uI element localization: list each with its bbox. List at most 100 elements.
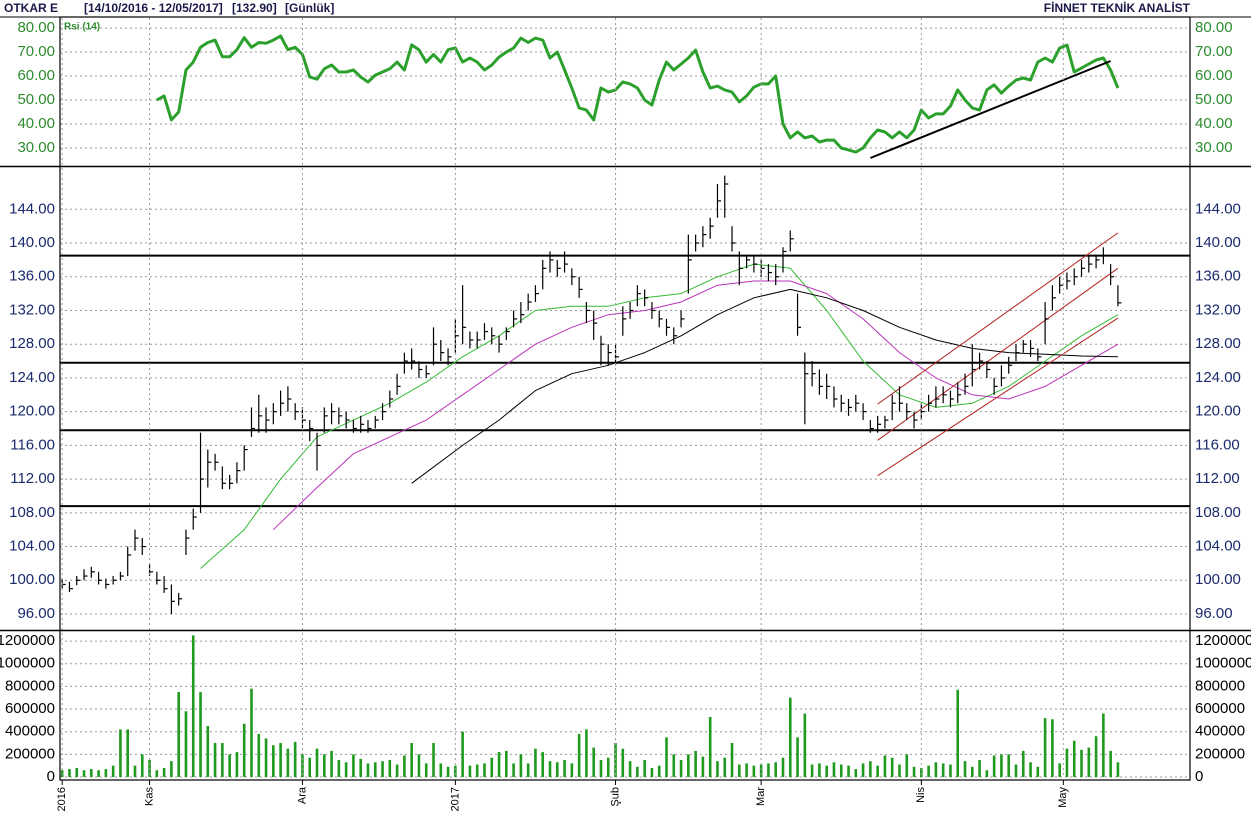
volume-bar xyxy=(839,764,843,777)
y-tick-label: 128.00 xyxy=(1195,335,1241,352)
volume-bar xyxy=(359,758,363,777)
volume-bar xyxy=(133,765,137,777)
y-tick-label: 104.00 xyxy=(9,538,55,555)
moving-average xyxy=(272,280,1119,531)
volume-bar xyxy=(468,765,472,777)
volume-bar xyxy=(213,743,217,777)
volume-bar xyxy=(97,770,100,777)
volume-bar xyxy=(403,755,406,777)
y-tick-label: 40.00 xyxy=(1195,115,1233,132)
symbol: OTKAR E xyxy=(4,1,58,15)
y-tick-label: 800000 xyxy=(5,677,55,694)
volume-bar xyxy=(337,760,341,777)
volume-bar xyxy=(898,764,901,777)
volume-bar xyxy=(206,726,210,777)
volume-bar xyxy=(242,723,246,777)
volume-bar xyxy=(432,743,435,777)
volume-bar xyxy=(949,764,952,777)
y-tick-label: 40.00 xyxy=(17,115,55,132)
volume-bar xyxy=(155,770,159,777)
volume-bar xyxy=(774,762,778,777)
volume-bar xyxy=(643,760,646,777)
y-tick-label: 116.00 xyxy=(1195,436,1240,453)
volume-bar xyxy=(650,767,654,777)
volume-bar xyxy=(665,737,668,777)
volume-bar xyxy=(162,767,166,777)
volume-bar xyxy=(1080,749,1083,777)
volume-bar xyxy=(1087,747,1091,777)
volume-bar xyxy=(1029,762,1032,777)
y-tick-label: 132.00 xyxy=(9,301,55,318)
y-tick-label: 140.00 xyxy=(1195,234,1241,251)
x-tick-label: 2016 xyxy=(56,787,68,811)
volume-bar xyxy=(694,750,697,777)
volume-bar xyxy=(490,757,494,777)
rsi-line xyxy=(156,34,1120,154)
volume-bar xyxy=(810,764,814,777)
y-tick-label: 0 xyxy=(47,768,55,785)
y-tick-label: 30.00 xyxy=(1195,139,1233,156)
volume-bar xyxy=(1000,754,1003,777)
volume-bar xyxy=(577,733,581,777)
volume-bar xyxy=(876,765,879,777)
volume-bar xyxy=(1014,764,1018,777)
volume-bar xyxy=(934,762,938,777)
volume-bar xyxy=(439,763,443,777)
y-tick-label: 600000 xyxy=(5,700,55,717)
volume-bar xyxy=(1058,763,1061,777)
volume-bar xyxy=(723,757,727,777)
x-tick-label: May xyxy=(1057,787,1069,808)
volume-bar xyxy=(963,761,967,777)
volume-bar xyxy=(971,766,974,777)
volume-bar xyxy=(395,764,399,777)
volume-bar xyxy=(978,760,981,777)
volume-bar xyxy=(672,754,676,777)
y-tick-label: 112.00 xyxy=(10,470,55,487)
plot-layers: 30.00 30.00 40.00 40.00 50.00 50.00 60.00 60.00… xyxy=(0,18,1251,811)
volume-bar xyxy=(606,757,610,777)
volume-bar xyxy=(475,764,479,777)
volume-bar xyxy=(883,755,887,777)
y-tick-label: 96.00 xyxy=(17,605,55,622)
y-tick-label: 128.00 xyxy=(9,335,55,352)
volume-bar xyxy=(286,748,290,777)
volume-bar xyxy=(599,760,603,777)
volume-bar xyxy=(483,763,486,777)
x-tick-label: Şub xyxy=(609,787,621,807)
x-tick-label: Nis xyxy=(915,787,927,803)
x-tick-label: Ara xyxy=(296,786,308,804)
y-tick-label: 108.00 xyxy=(9,504,55,521)
volume-bar xyxy=(1051,719,1054,777)
volume-bar xyxy=(68,769,71,777)
y-tick-label: 400000 xyxy=(5,723,55,740)
y-tick-label: 136.00 xyxy=(1195,268,1241,285)
volume-bar xyxy=(985,770,989,777)
volume-bar xyxy=(912,766,916,777)
volume-bar xyxy=(199,692,202,777)
volume-bar xyxy=(497,752,501,777)
volume-bar xyxy=(1116,762,1120,777)
volume-bar xyxy=(505,750,508,777)
trend-line xyxy=(877,232,1119,405)
volume-bar xyxy=(534,748,537,777)
y-tick-label: 116.00 xyxy=(10,436,55,453)
volume-bar xyxy=(701,756,705,777)
volume-bar xyxy=(170,761,173,777)
volume-bar xyxy=(767,763,770,777)
volume-bar xyxy=(759,764,763,777)
y-tick-label: 60.00 xyxy=(1195,67,1233,84)
volume-bar xyxy=(825,765,828,777)
volume-bar xyxy=(1109,750,1112,777)
volume-bar xyxy=(1065,748,1069,777)
volume-bar xyxy=(330,750,333,777)
volume-bar xyxy=(1094,736,1098,777)
volume-bar xyxy=(548,761,552,777)
y-tick-label: 200000 xyxy=(1195,745,1245,762)
volume-bar xyxy=(920,767,923,777)
volume-bar xyxy=(373,762,377,777)
date-range: [14/10/2016 - 12/05/2017] xyxy=(84,1,223,15)
volume-bar xyxy=(177,692,180,777)
volume-bar xyxy=(745,763,748,777)
volume-bar xyxy=(905,754,909,777)
y-tick-label: 70.00 xyxy=(17,43,55,60)
